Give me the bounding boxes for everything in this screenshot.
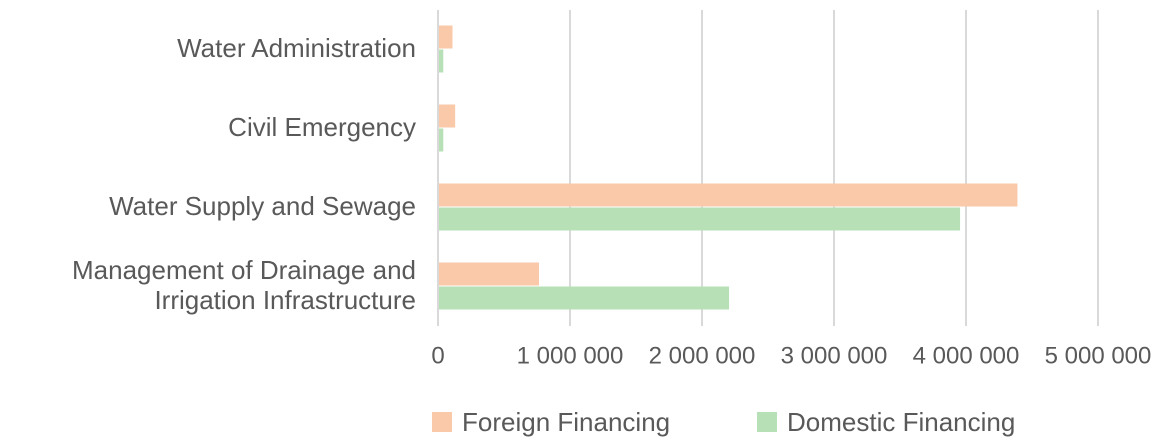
x-tick-label: 4 000 000 <box>913 342 1020 369</box>
y-tick-label: Civil Emergency <box>228 111 416 142</box>
legend-label: Domestic Financing <box>787 407 1015 437</box>
bar <box>438 286 730 310</box>
legend-label: Foreign Financing <box>462 407 670 437</box>
bar <box>438 104 456 128</box>
x-tick-label: 1 000 000 <box>517 342 624 369</box>
bar <box>438 49 444 73</box>
bar <box>438 207 961 231</box>
legend-swatch <box>432 412 452 432</box>
x-tick-label: 0 <box>431 342 444 369</box>
bar <box>438 183 1018 207</box>
y-tick-label: Water Supply and Sewage <box>109 190 416 221</box>
bar <box>438 25 453 49</box>
legend-swatch <box>757 412 777 432</box>
x-tick-label: 2 000 000 <box>649 342 756 369</box>
x-tick-label: 5 000 000 <box>1045 342 1152 369</box>
y-tick-label: Water Administration <box>177 32 416 63</box>
x-tick-label: 3 000 000 <box>781 342 888 369</box>
bar <box>438 128 444 152</box>
bar <box>438 262 539 286</box>
y-tick-label: Management of Drainage and Irrigation In… <box>71 254 416 315</box>
